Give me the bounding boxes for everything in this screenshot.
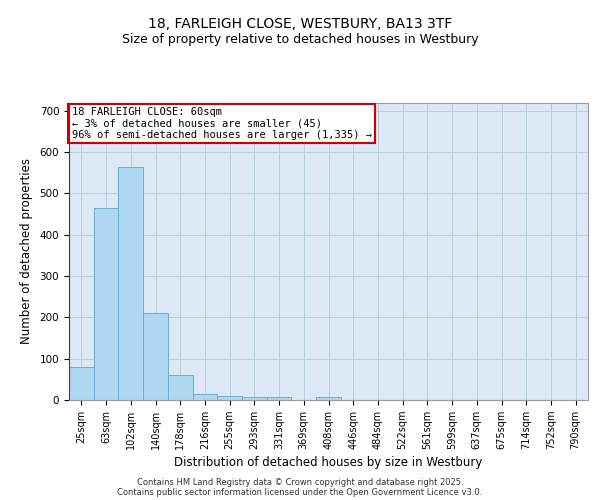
Text: Contains HM Land Registry data © Crown copyright and database right 2025.
Contai: Contains HM Land Registry data © Crown c…: [118, 478, 482, 497]
Bar: [143, 313, 168, 400]
Bar: [69, 367, 94, 400]
Bar: [118, 166, 143, 400]
Bar: [168, 375, 193, 400]
Bar: [242, 397, 267, 400]
Bar: [267, 396, 292, 400]
X-axis label: Distribution of detached houses by size in Westbury: Distribution of detached houses by size …: [175, 456, 482, 469]
Text: Size of property relative to detached houses in Westbury: Size of property relative to detached ho…: [122, 32, 478, 46]
Bar: [193, 394, 217, 400]
Text: 18 FARLEIGH CLOSE: 60sqm
← 3% of detached houses are smaller (45)
96% of semi-de: 18 FARLEIGH CLOSE: 60sqm ← 3% of detache…: [71, 107, 371, 140]
Bar: [94, 208, 118, 400]
Bar: [316, 396, 341, 400]
Text: 18, FARLEIGH CLOSE, WESTBURY, BA13 3TF: 18, FARLEIGH CLOSE, WESTBURY, BA13 3TF: [148, 18, 452, 32]
Bar: [217, 396, 242, 400]
Y-axis label: Number of detached properties: Number of detached properties: [20, 158, 33, 344]
